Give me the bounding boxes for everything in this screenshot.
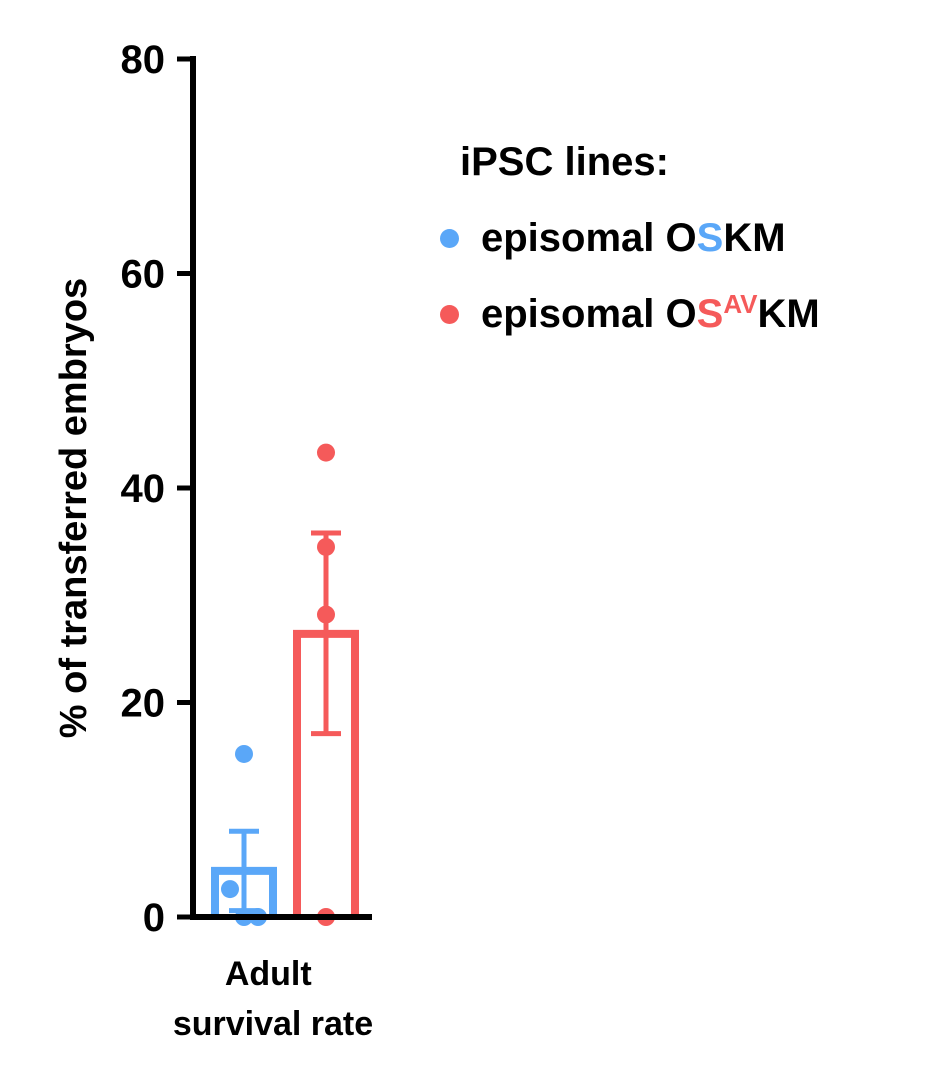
- y-tick-label: 40: [121, 467, 166, 511]
- chart-marks: [211, 443, 359, 926]
- legend-label-prefix: episomal O: [481, 215, 697, 260]
- data-point: [317, 605, 335, 624]
- legend-item-osavkm: episomal OSAVKM: [440, 287, 820, 341]
- legend-item-oskm: episomal OSKM: [440, 211, 820, 265]
- legend-label-prefix: episomal O: [481, 291, 697, 336]
- legend-label-superscript: AV: [723, 288, 758, 319]
- y-tick-label: 0: [143, 896, 165, 940]
- bar: [211, 866, 277, 917]
- data-point: [317, 443, 335, 462]
- legend-title: iPSC lines:: [460, 140, 669, 184]
- legend-label-highlight: S: [696, 215, 724, 260]
- category-label: Adult survival rate: [173, 955, 373, 1043]
- category-label-line-1: Adult: [225, 955, 312, 993]
- legend-label-suffix: KM: [757, 291, 820, 336]
- y-tick-label: 60: [121, 253, 166, 297]
- legend-label: episomal OSKM: [481, 216, 786, 261]
- data-point: [221, 880, 239, 899]
- data-point: [317, 537, 335, 556]
- legend: iPSC lines: episomal OSKM episomal OSAVK…: [440, 140, 820, 363]
- legend-label-highlight: S: [696, 291, 724, 336]
- y-axis-label: % of transferred embryos: [53, 278, 95, 738]
- legend-marker-red: [440, 304, 459, 324]
- y-tick-label: 20: [121, 682, 166, 726]
- y-tick-label: 80: [121, 38, 166, 82]
- data-point: [235, 744, 253, 763]
- legend-label: episomal OSAVKM: [481, 288, 820, 337]
- category-label-line-2: survival rate: [173, 1005, 373, 1043]
- legend-marker-blue: [440, 228, 459, 248]
- y-axis-ticks: 0 20 40 60 80: [121, 38, 193, 940]
- bar: [293, 629, 359, 917]
- legend-label-suffix: KM: [723, 215, 786, 260]
